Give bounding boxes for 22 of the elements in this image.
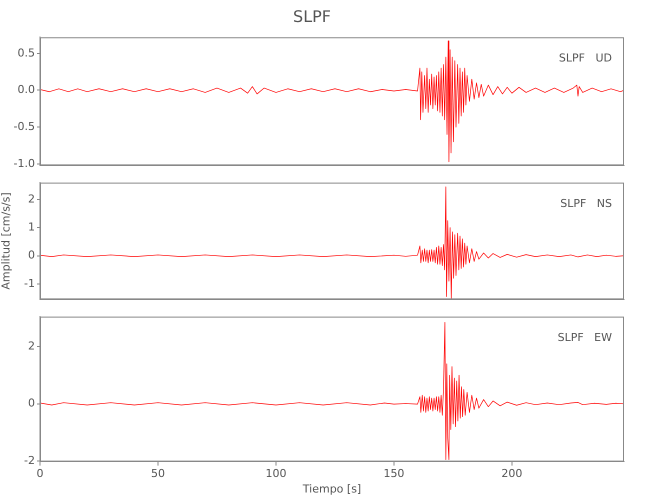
y-tick-label: -1	[24, 276, 35, 290]
y-tick-label: 1	[28, 220, 35, 234]
y-tick-label: -0.5	[14, 120, 35, 133]
y-tick-label: 2	[28, 192, 35, 206]
annotation: SLPF UD	[558, 52, 612, 65]
x-tick-label: 200	[501, 467, 522, 480]
y-tick-label: 0.5	[18, 46, 35, 60]
y-tick-label: -1.0	[14, 156, 35, 170]
x-tick-label: 50	[150, 467, 165, 480]
x-tick-label: 0	[36, 467, 44, 480]
annotation: SLPF NS	[560, 196, 612, 210]
y-tick-label: 2	[28, 339, 35, 352]
y-tick-label: -2	[24, 454, 35, 467]
x-axis-title: Tiempo [s]	[302, 482, 362, 496]
y-tick-label: 0.0	[18, 83, 35, 96]
x-tick-label: 100	[265, 467, 286, 480]
x-tick-label: 150	[383, 467, 404, 480]
annotation: SLPF EW	[558, 330, 612, 344]
y-axis-title: Amplitud [cm/s/s]	[0, 192, 12, 290]
y-tick-label: 0	[28, 248, 35, 262]
y-tick-label: 0	[28, 396, 35, 410]
chart-title: SLPF	[293, 6, 331, 26]
